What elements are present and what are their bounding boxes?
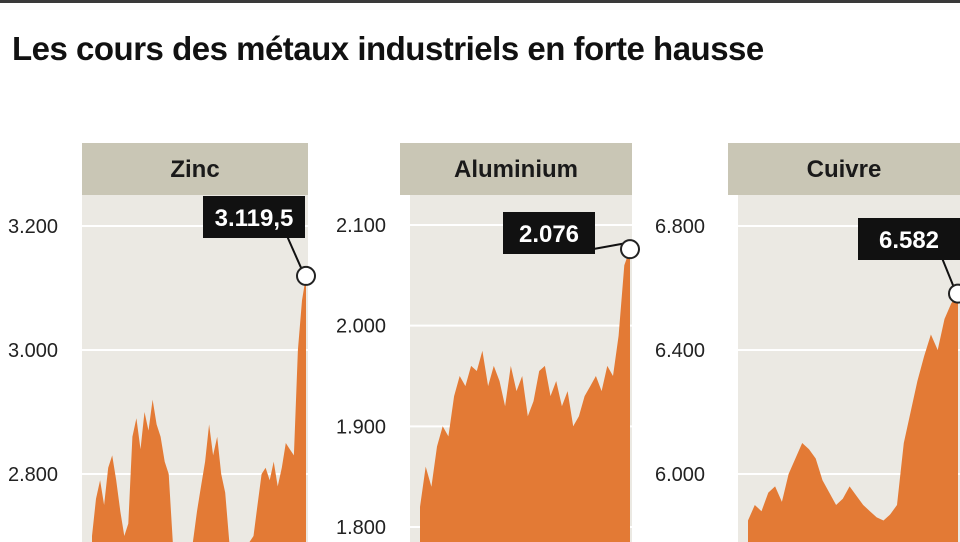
zinc-header: [82, 143, 308, 195]
cuivre-header: [728, 143, 960, 195]
aluminium-ytick-label: 2.000: [336, 316, 386, 338]
page-title: Les cours des métaux industriels en fort…: [12, 30, 764, 67]
cuivre-title: Cuivre: [807, 156, 882, 183]
aluminium-callout-box: [503, 212, 595, 254]
cuivre-ytick-label: 6.400: [655, 340, 705, 362]
aluminium-ytick-label: 1.900: [336, 416, 386, 438]
cuivre-chart: Cuivre 6.800 6.400 6.000 6.582: [655, 143, 960, 542]
zinc-ytick-label: 2.800: [8, 464, 58, 486]
cuivre-callout-pointer: [941, 257, 955, 288]
zinc-last-point-marker: [296, 265, 316, 286]
zinc-title: Zinc: [170, 156, 219, 183]
cuivre-callout-box: [858, 218, 960, 260]
zinc-last-value-label: 3.119,5: [215, 205, 294, 232]
zinc-area: [92, 275, 306, 542]
aluminium-last-point-marker: [620, 239, 640, 260]
zinc-callout-pointer: [286, 235, 303, 271]
zinc-chart: Zinc 3.200 3.000 2.800 3.119,5: [8, 143, 316, 542]
zinc-callout-box: [203, 196, 305, 238]
zinc-ytick-label: 3.200: [8, 216, 58, 238]
cuivre-area: [748, 293, 958, 542]
aluminium-area: [420, 249, 630, 542]
cuivre-ytick-label: 6.000: [655, 464, 705, 486]
aluminium-ytick-label: 1.800: [336, 517, 386, 539]
aluminium-ytick-label: 2.100: [336, 215, 386, 237]
zinc-ytick-label: 3.000: [8, 340, 58, 362]
aluminium-header: [400, 143, 632, 195]
cuivre-last-value-label: 6.582: [879, 227, 939, 254]
aluminium-chart: Aluminium 2.100 2.000 1.900 1.800 2.076: [336, 143, 640, 542]
aluminium-last-value-label: 2.076: [519, 221, 579, 248]
top-rule: [0, 0, 960, 3]
aluminium-title: Aluminium: [454, 156, 578, 183]
cuivre-last-point-marker: [948, 283, 960, 304]
cuivre-ytick-label: 6.800: [655, 216, 705, 238]
